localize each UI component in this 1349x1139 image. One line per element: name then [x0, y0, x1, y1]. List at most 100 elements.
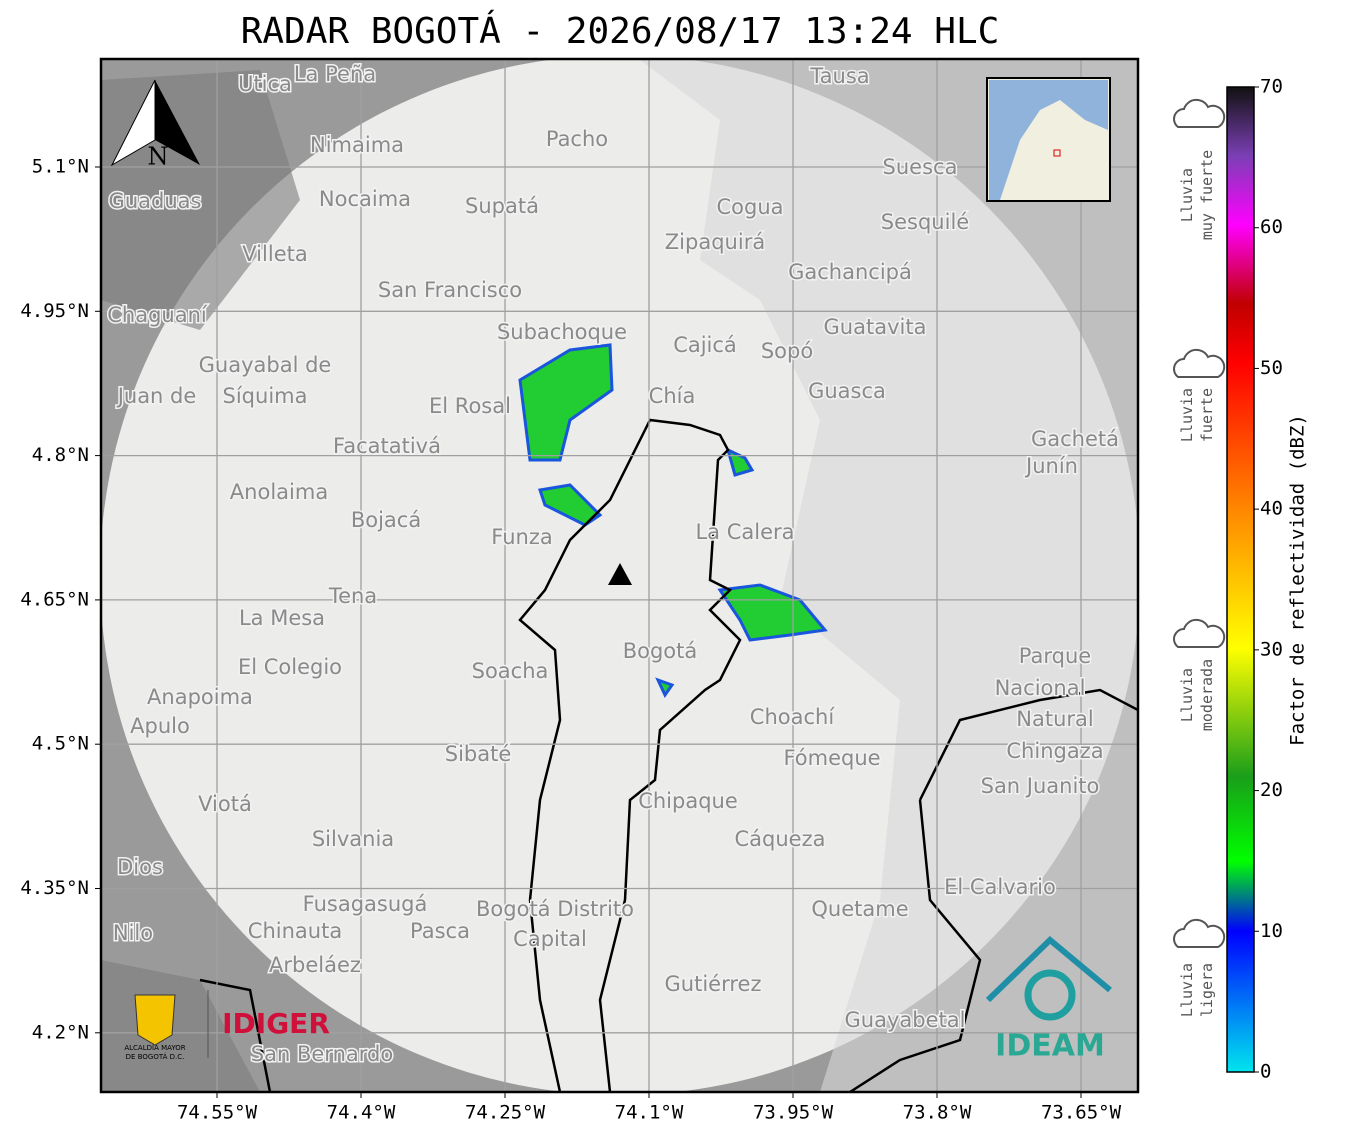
compass-label: N	[148, 143, 169, 171]
place-label: El Rosal	[429, 394, 511, 418]
place-label: Choachí	[750, 705, 836, 729]
place-label: Soacha	[472, 659, 549, 683]
place-label: Bogotá Distrito	[476, 897, 634, 921]
place-label: Guaduas	[109, 189, 202, 213]
place-label: Parque	[1019, 644, 1091, 668]
place-label: Chinauta	[248, 919, 342, 943]
rain-icon	[1173, 918, 1226, 948]
place-label: La Calera	[695, 520, 794, 544]
lon-tick-label: 73.65°W	[1041, 1102, 1122, 1124]
place-label: Fómeque	[783, 746, 880, 770]
place-label: Sopó	[761, 339, 813, 363]
colorbar-tick-label: 10	[1260, 920, 1283, 942]
colorbar-tick-label: 30	[1260, 638, 1283, 660]
place-label: Cajicá	[673, 333, 737, 357]
lon-tick-label: 74.4°W	[327, 1102, 396, 1124]
lon-tick-label: 74.55°W	[177, 1102, 258, 1124]
place-label: Suesca	[883, 155, 958, 179]
place-label: Fusagasugá	[303, 892, 428, 916]
lat-tick-label: 4.65°N	[20, 588, 89, 610]
place-label: Juan de	[116, 384, 197, 408]
place-label: Anapoima	[147, 685, 253, 709]
place-label: Gutiérrez	[665, 972, 762, 996]
rain-level-label: Lluvia	[1178, 168, 1196, 222]
title: RADAR BOGOTÁ - 2026/08/17 13:24 HLC	[241, 10, 1000, 52]
place-label: Facatativá	[333, 434, 441, 458]
terrain	[640, 60, 1138, 1092]
place-label: Nimaima	[310, 133, 404, 157]
place-label: Junín	[1024, 454, 1078, 478]
lon-tick-label: 73.8°W	[903, 1102, 972, 1124]
inset-marker	[1053, 149, 1061, 157]
place-label: Nacional	[995, 676, 1086, 700]
place-label: Chipaque	[638, 789, 738, 813]
rain-level: Lluvia muy fuerte	[1178, 150, 1216, 240]
colorbar-tick-label: 70	[1260, 76, 1283, 98]
place-label: Arbeláez	[269, 953, 361, 977]
place-label: San Bernardo	[251, 1042, 393, 1066]
place-label: Supatá	[465, 194, 539, 218]
logo-text: DE BOGOTÁ D.C.	[126, 1052, 185, 1061]
ideam-swirl	[1024, 969, 1076, 1021]
place-label: El Calvario	[944, 875, 1056, 899]
colorbar-tick-label: 40	[1260, 498, 1283, 520]
colorbar-tick-label: 0	[1260, 1061, 1271, 1083]
colorbar-label: Factor de reflectividad (dBZ)	[1287, 414, 1309, 746]
radar-site	[608, 563, 632, 585]
place-label: Villeta	[242, 242, 307, 266]
rain-level-label: muy fuerte	[1198, 150, 1216, 240]
rain-icon	[1173, 618, 1226, 648]
place-label: La Peña	[294, 62, 376, 86]
alcaldia-shield	[134, 994, 176, 1046]
place-label: Apulo	[130, 714, 190, 738]
place-label: Tausa	[809, 64, 869, 88]
place-label: El Colegio	[238, 655, 342, 679]
map-frame	[99, 57, 1140, 1094]
place-label: Cogua	[716, 195, 783, 219]
rain-level: Lluvia moderada	[1178, 659, 1216, 731]
ideam-logo: IDEAM	[995, 1029, 1105, 1064]
place-label: Chingaza	[1006, 739, 1103, 763]
rain-level-label: Lluvia	[1178, 668, 1196, 722]
rain-icon	[1173, 348, 1226, 378]
ideam-roof	[985, 935, 1112, 1003]
place-label: Funza	[491, 525, 552, 549]
lon-tick-label: 74.1°W	[615, 1102, 684, 1124]
place-label: Sesquilé	[881, 210, 969, 234]
place-label: Síquima	[223, 384, 308, 408]
place-label: Cáqueza	[735, 827, 826, 851]
rain-level-label: Lluvia	[1178, 963, 1196, 1017]
terrain	[101, 70, 300, 1092]
rain-level: Lluvia fuerte	[1178, 388, 1216, 442]
place-label: Quetame	[811, 897, 908, 921]
lat-tick-label: 4.5°N	[32, 733, 89, 755]
compass-arrow	[155, 80, 200, 165]
lat-tick-label: 4.95°N	[20, 300, 89, 322]
colorbar-tick-label: 60	[1260, 216, 1283, 238]
place-label: Guayabetal	[845, 1008, 966, 1032]
rain-level-label: moderada	[1198, 659, 1216, 731]
lat-tick-label: 4.35°N	[20, 877, 89, 899]
place-label: Anolaima	[230, 480, 328, 504]
lon-tick-label: 74.25°W	[465, 1102, 546, 1124]
place-label: Guatavita	[824, 315, 927, 339]
place-label: Subachoque	[497, 320, 627, 344]
place-label: Pasca	[410, 919, 470, 943]
place-label: Utica	[238, 72, 292, 96]
compass-arrow	[110, 79, 156, 167]
rain-level-label: ligera	[1198, 963, 1216, 1017]
place-label: San Francisco	[378, 278, 522, 302]
place-label: Nocaima	[319, 187, 411, 211]
rain-icon	[1173, 98, 1226, 128]
place-label: Gachetá	[1031, 427, 1119, 451]
place-label: Chía	[649, 384, 696, 408]
lat-tick-label: 4.2°N	[32, 1021, 89, 1043]
boundaries	[199, 418, 1138, 1092]
place-label: Zipaquirá	[665, 230, 765, 254]
place-label: Tena	[328, 584, 377, 608]
place-label: Dios	[117, 855, 163, 879]
place-label: La Mesa	[239, 606, 325, 630]
rain-level: Lluvia ligera	[1178, 963, 1216, 1017]
